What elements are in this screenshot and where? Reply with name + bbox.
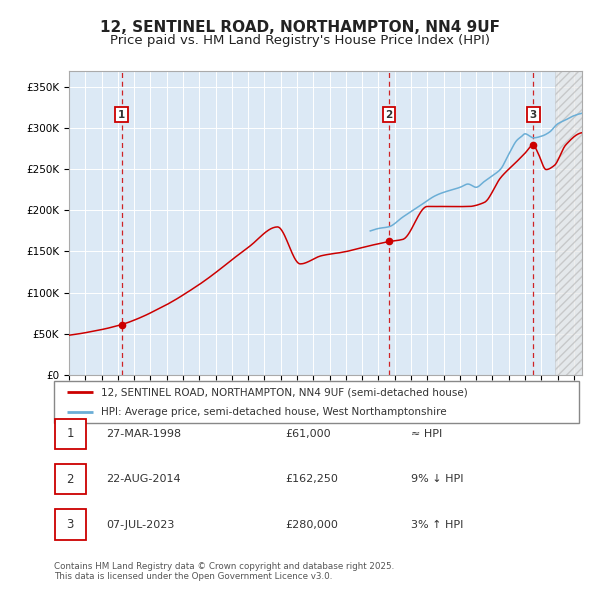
Text: 3% ↑ HPI: 3% ↑ HPI [411,520,463,529]
Text: Contains HM Land Registry data © Crown copyright and database right 2025.
This d: Contains HM Land Registry data © Crown c… [54,562,394,581]
Text: HPI: Average price, semi-detached house, West Northamptonshire: HPI: Average price, semi-detached house,… [101,407,447,417]
Text: 12, SENTINEL ROAD, NORTHAMPTON, NN4 9UF: 12, SENTINEL ROAD, NORTHAMPTON, NN4 9UF [100,20,500,35]
Text: 22-AUG-2014: 22-AUG-2014 [107,474,181,484]
Text: 27-MAR-1998: 27-MAR-1998 [107,429,182,438]
Bar [55,464,86,494]
Text: 3: 3 [530,110,537,120]
Text: 1: 1 [118,110,125,120]
Text: £162,250: £162,250 [285,474,338,484]
Text: Price paid vs. HM Land Registry's House Price Index (HPI): Price paid vs. HM Land Registry's House … [110,34,490,47]
Text: 3: 3 [67,518,74,531]
Text: 12, SENTINEL ROAD, NORTHAMPTON, NN4 9UF (semi-detached house): 12, SENTINEL ROAD, NORTHAMPTON, NN4 9UF … [101,387,468,397]
Text: 2: 2 [67,473,74,486]
Text: 2: 2 [385,110,392,120]
Text: £61,000: £61,000 [285,429,331,438]
Text: 07-JUL-2023: 07-JUL-2023 [107,520,175,529]
Text: 9% ↓ HPI: 9% ↓ HPI [411,474,464,484]
Bar [55,509,86,539]
Text: ≈ HPI: ≈ HPI [411,429,442,438]
Bar [55,419,86,448]
Text: 1: 1 [67,427,74,440]
Text: £280,000: £280,000 [285,520,338,529]
